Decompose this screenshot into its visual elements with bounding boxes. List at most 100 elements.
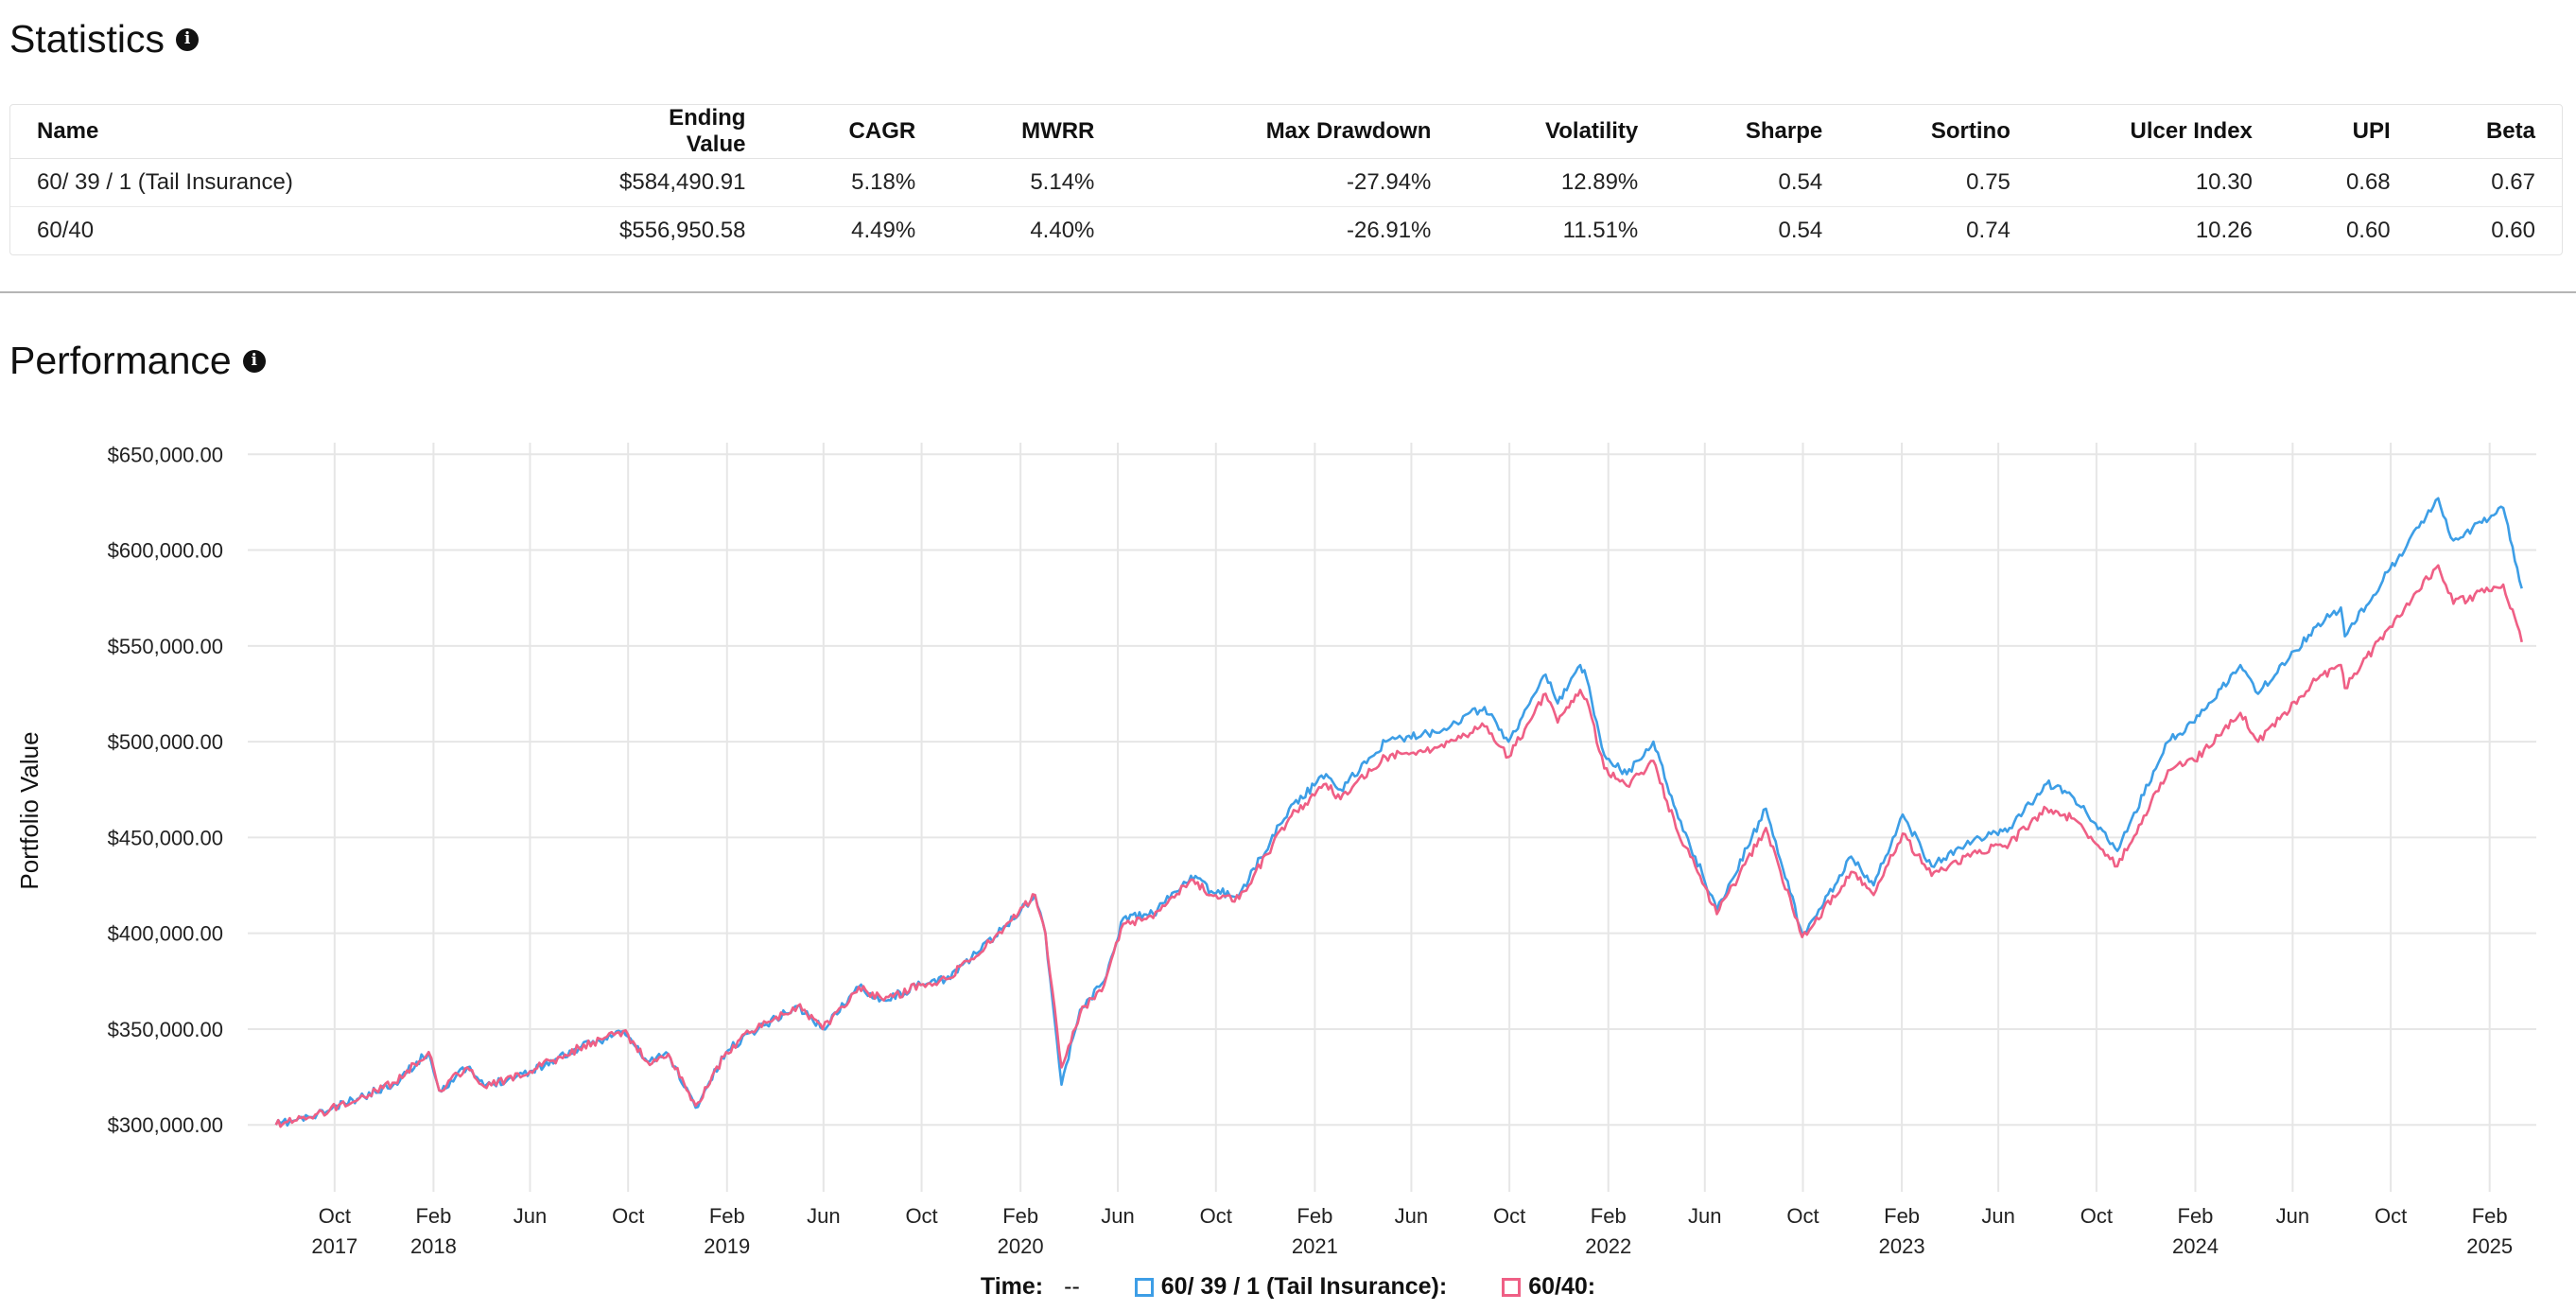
cell-name: 60/40 (37, 218, 95, 243)
legend-item-tail-insurance[interactable]: 60/ 39 / 1 (Tail Insurance): (1134, 1273, 1447, 1301)
x-tick-month-label: Oct (905, 1204, 937, 1228)
x-tick-year-label: 2021 (1292, 1234, 1338, 1258)
x-tick-month-label: Oct (612, 1204, 644, 1228)
x-tick-month-label: Feb (2178, 1204, 2214, 1228)
legend-swatch-60-40 (1502, 1277, 1522, 1297)
x-tick-month-label: Jun (513, 1204, 547, 1228)
x-tick-month-label: Feb (709, 1204, 745, 1228)
cell-mwrr: 4.40% (1030, 218, 1095, 243)
cell-ulcer-index: 10.26 (2195, 218, 2253, 243)
statistics-title: Statistics (9, 17, 165, 61)
cell-max-drawdown: -27.94% (1121, 158, 1458, 207)
column-header-ending-value[interactable]: Ending Value (593, 105, 773, 159)
y-axis-label: Portfolio Value (15, 731, 44, 889)
cell-beta: 0.60 (2491, 218, 2535, 243)
column-header-sharpe[interactable]: Sharpe (1664, 105, 1850, 159)
cell-sharpe: 0.54 (1664, 158, 1850, 207)
chart-legend: Time: -- 60/ 39 / 1 (Tail Insurance): 60… (0, 1273, 2576, 1301)
legend-swatch-tail-insurance (1134, 1277, 1154, 1297)
cell-ending-value: $556,950.58 (619, 218, 746, 243)
cell-name: 60/ 39 / 1 (Tail Insurance) (10, 158, 593, 207)
cell-cagr: 5.18% (772, 158, 943, 207)
x-tick-year-label: 2020 (998, 1234, 1044, 1258)
x-tick-year-label: 2023 (1879, 1234, 1925, 1258)
statistics-table: Name Ending Value CAGR MWRR Max Drawdown… (10, 105, 2562, 254)
cell-sortino: 0.74 (1966, 218, 2010, 243)
cell-sortino: 0.75 (1849, 158, 2037, 207)
cell-upi: 0.60 (2345, 218, 2391, 243)
x-tick-year-label: 2022 (1585, 1234, 1631, 1258)
table-header-row: Name Ending Value CAGR MWRR Max Drawdown… (10, 105, 2562, 159)
x-tick-month-label: Oct (1786, 1204, 1819, 1228)
y-tick-label: $450,000.00 (108, 826, 223, 849)
x-tick-month-label: Jun (1981, 1204, 2014, 1228)
chart-series (274, 497, 2523, 1128)
table-row: 60/40 $556,950.58 4.49% 4.40% -26.91% 11… (10, 207, 2562, 255)
x-tick-month-label: Jun (807, 1204, 840, 1228)
legend-time-label: Time: (980, 1273, 1044, 1300)
x-tick-month-label: Oct (1493, 1204, 1525, 1228)
cell-beta: 0.67 (2416, 158, 2562, 207)
chart-grid (248, 443, 2536, 1192)
performance-heading: Performance i (9, 339, 266, 383)
x-tick-year-label: 2019 (704, 1234, 750, 1258)
x-tick-month-label: Feb (415, 1204, 451, 1228)
cell-ending-value: $584,490.91 (593, 158, 773, 207)
info-icon[interactable]: i (242, 349, 266, 373)
cell-max-drawdown: -26.91% (1347, 218, 1432, 243)
x-tick-year-label: 2025 (2466, 1234, 2513, 1258)
x-tick-month-label: Jun (2276, 1204, 2309, 1228)
info-icon[interactable]: i (176, 27, 200, 51)
cell-sharpe: 0.54 (1778, 218, 1823, 243)
cell-ulcer-index: 10.30 (2036, 158, 2279, 207)
x-tick-month-label: Oct (1200, 1204, 1232, 1228)
cell-cagr: 4.49% (851, 218, 916, 243)
x-tick-year-label: 2017 (311, 1234, 357, 1258)
x-tick-month-label: Feb (1002, 1204, 1038, 1228)
column-header-sortino[interactable]: Sortino (1849, 105, 2037, 159)
column-header-beta[interactable]: Beta (2416, 105, 2562, 159)
x-tick-year-label: 2018 (410, 1234, 457, 1258)
x-tick-month-label: Oct (2080, 1204, 2113, 1228)
y-tick-label: $550,000.00 (108, 635, 223, 658)
y-tick-label: $500,000.00 (108, 730, 223, 754)
statistics-table-container: Name Ending Value CAGR MWRR Max Drawdown… (9, 104, 2563, 255)
performance-title: Performance (9, 339, 232, 382)
y-tick-label: $650,000.00 (108, 443, 223, 466)
x-tick-month-label: Feb (1297, 1204, 1332, 1228)
series-line-tail-insurance (274, 497, 2523, 1127)
column-header-upi[interactable]: UPI (2278, 105, 2417, 159)
column-header-mwrr[interactable]: MWRR (942, 105, 1122, 159)
cell-volatility: 12.89% (1457, 158, 1665, 207)
series-line-60-40 (274, 564, 2523, 1128)
cell-mwrr: 5.14% (942, 158, 1122, 207)
column-header-volatility[interactable]: Volatility (1457, 105, 1665, 159)
cell-volatility: 11.51% (1562, 218, 1639, 243)
cell-upi: 0.68 (2278, 158, 2417, 207)
performance-chart[interactable]: $300,000.00 $350,000.00 $400,000.00 $450,00… (0, 407, 2576, 1258)
legend-label-60-40: 60/40: (1528, 1273, 1596, 1300)
column-header-name[interactable]: Name (10, 105, 593, 159)
x-tick-month-label: Oct (2375, 1204, 2407, 1228)
y-tick-label: $350,000.00 (108, 1018, 223, 1041)
column-header-ulcer-index[interactable]: Ulcer Index (2036, 105, 2279, 159)
x-tick-month-label: Jun (1395, 1204, 1428, 1228)
y-axis: $300,000.00 $350,000.00 $400,000.00 $450,00… (108, 443, 223, 1137)
x-tick-year-label: 2024 (2172, 1234, 2219, 1258)
x-tick-month-label: Feb (2472, 1204, 2508, 1228)
x-tick-month-label: Jun (1101, 1204, 1134, 1228)
section-divider (0, 291, 2576, 293)
x-tick-month-label: Feb (1884, 1204, 1920, 1228)
column-header-cagr[interactable]: CAGR (772, 105, 943, 159)
table-row: 60/ 39 / 1 (Tail Insurance) $584,490.91 … (10, 158, 2562, 207)
column-header-max-drawdown[interactable]: Max Drawdown (1121, 105, 1458, 159)
y-tick-label: $600,000.00 (108, 539, 223, 563)
y-tick-label: $400,000.00 (108, 922, 223, 946)
x-axis: Oct 2017 Feb 2018 Jun Oct Feb 2019 Jun Oct Feb 2020… (311, 1204, 2513, 1258)
y-tick-label: $300,000.00 (108, 1113, 223, 1137)
legend-item-60-40[interactable]: 60/40: (1502, 1273, 1595, 1301)
legend-time-value: -- (1064, 1273, 1080, 1300)
x-tick-month-label: Jun (1688, 1204, 1721, 1228)
x-tick-month-label: Feb (1591, 1204, 1627, 1228)
statistics-heading: Statistics i (9, 17, 200, 61)
